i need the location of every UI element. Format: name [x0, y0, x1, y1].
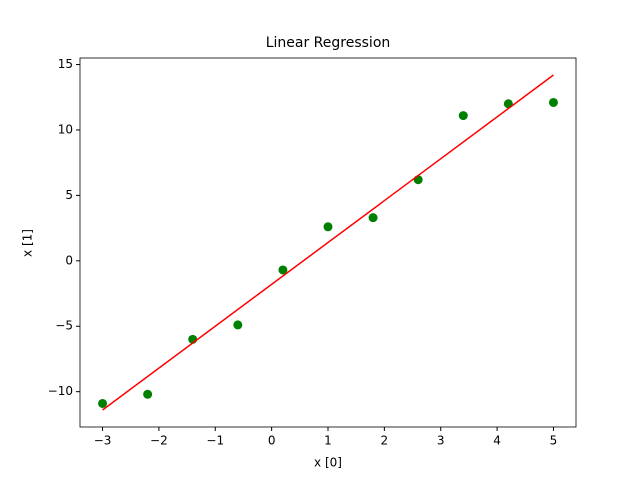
point: [323, 222, 333, 232]
y-axis-label: x [1]: [21, 229, 35, 257]
x-tick-label: −3: [94, 434, 112, 448]
x-tick-label: 0: [268, 434, 276, 448]
y-tick-label: 10: [58, 122, 73, 136]
y-tick-label: 5: [65, 188, 73, 202]
x-tick-label: −1: [206, 434, 224, 448]
chart-title: Linear Regression: [266, 35, 391, 51]
y-tick-label: −5: [55, 319, 73, 333]
regression-line: [102, 74, 554, 411]
x-tick-label: 1: [324, 434, 332, 448]
point: [233, 320, 243, 330]
point: [548, 97, 558, 107]
x-tick-label: 2: [381, 434, 389, 448]
point: [458, 111, 468, 121]
y-tick-label: −10: [48, 384, 73, 398]
point: [278, 265, 288, 275]
x-tick-label: −2: [150, 434, 168, 448]
y-tick-label: 15: [58, 57, 73, 71]
x-tick-label: 4: [493, 434, 501, 448]
point: [413, 175, 423, 185]
point: [98, 398, 108, 408]
x-axis-label: x [0]: [314, 456, 342, 470]
x-tick-label: 5: [550, 434, 558, 448]
plot-frame: [79, 57, 577, 428]
point: [368, 213, 378, 223]
point: [143, 389, 153, 399]
x-tick-label: 3: [437, 434, 445, 448]
y-tick-label: 0: [65, 253, 73, 267]
